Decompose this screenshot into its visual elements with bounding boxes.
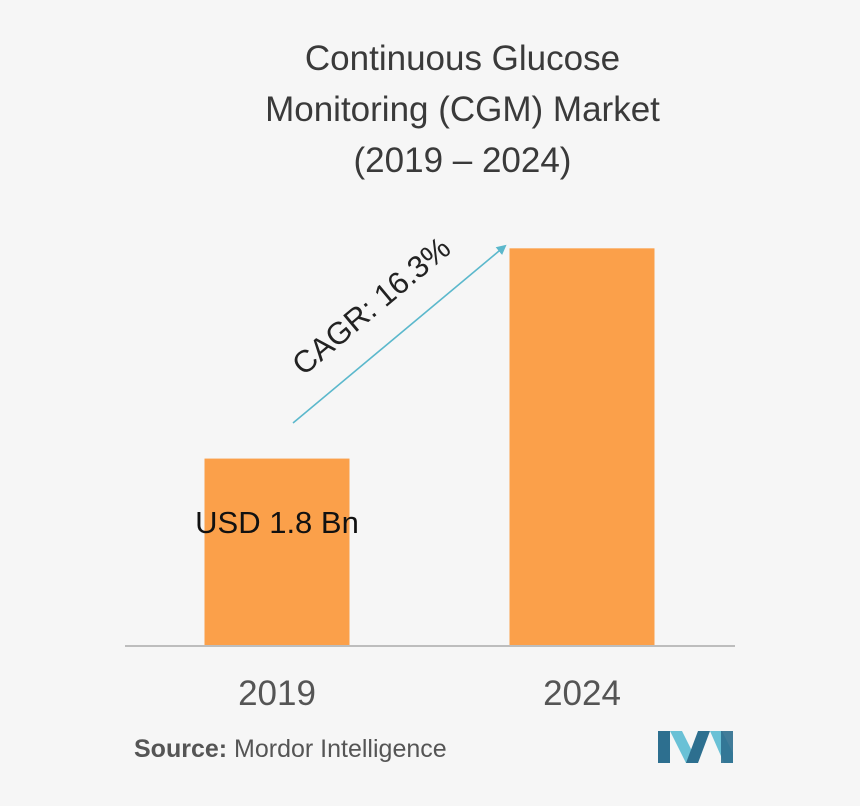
bar-2019 [204, 458, 350, 645]
x-tick-label-2019: 2019 [238, 674, 316, 713]
bar-2024 [509, 248, 655, 646]
value-label-2019: USD 1.8 Bn [195, 505, 359, 540]
cagr-label: CAGR: 16.3% [285, 230, 457, 382]
source-text: Mordor Intelligence [234, 735, 447, 763]
cagr-annotation: CAGR: 16.3% [285, 230, 507, 424]
source-label: Source: [134, 735, 228, 763]
chart-title-line-1: Continuous Glucose [304, 39, 621, 78]
chart-title: Continuous Glucose Monitoring (CGM) Mark… [0, 33, 860, 186]
mordor-intelligence-logo-icon [658, 731, 733, 763]
x-tick-label-2024: 2024 [543, 674, 621, 713]
chart-title-line-3: (2019 – 2024) [353, 141, 572, 180]
chart-title-line-2: Monitoring (CGM) Market [265, 90, 660, 129]
cagr-arrow [292, 244, 507, 424]
source-note: Source: Mordor Intelligence [134, 735, 447, 764]
